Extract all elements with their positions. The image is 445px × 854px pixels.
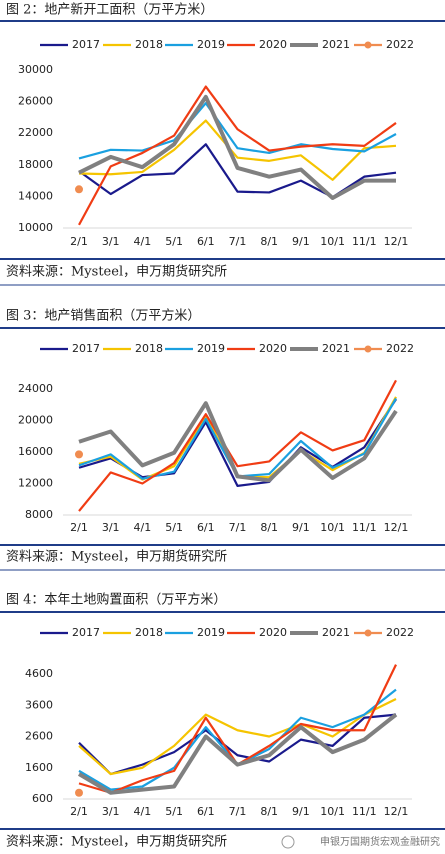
y-tick-label: 4600 (25, 667, 53, 680)
series-line (78, 102, 397, 160)
series-line (78, 688, 397, 791)
x-tick-label: 5/1 (165, 521, 183, 534)
legend-label: 2017 (72, 342, 100, 355)
y-tick-label: 2600 (25, 730, 53, 743)
x-tick-label: 12/1 (384, 521, 409, 534)
series-line (78, 713, 397, 776)
x-tick-label: 4/1 (134, 235, 152, 248)
legend-label: 2020 (259, 626, 287, 639)
x-tick-label: 11/1 (352, 805, 377, 818)
source-note: 资料来源：Mysteel，申万期货研究所 (6, 549, 227, 565)
legend-label: 2018 (135, 38, 163, 51)
watermark-icon (281, 835, 295, 849)
data-point (75, 450, 83, 459)
data-point (75, 185, 83, 194)
x-tick-label: 2/1 (70, 521, 88, 534)
x-tick-label: 3/1 (102, 805, 120, 818)
x-tick-label: 3/1 (102, 521, 120, 534)
x-tick-label: 10/1 (320, 235, 345, 248)
legend-label: 2022 (386, 342, 414, 355)
y-tick-label: 20000 (18, 414, 53, 427)
y-tick-label: 3600 (25, 698, 53, 711)
x-tick-label: 6/1 (197, 805, 215, 818)
legend-label: 2019 (197, 342, 225, 355)
x-tick-label: 6/1 (197, 235, 215, 248)
series-line (78, 379, 397, 512)
series-line (78, 94, 396, 200)
source-note: 资料来源：Mysteel，申万期货研究所 (6, 264, 227, 280)
x-tick-label: 9/1 (292, 235, 310, 248)
x-tick-label: 8/1 (260, 521, 278, 534)
x-tick-label: 7/1 (229, 235, 247, 248)
x-tick-label: 9/1 (292, 805, 310, 818)
x-tick-label: 12/1 (384, 805, 409, 818)
y-tick-label: 24000 (18, 382, 53, 395)
x-tick-label: 12/1 (384, 235, 409, 248)
x-tick-label: 5/1 (165, 805, 183, 818)
series-line (78, 85, 397, 226)
y-tick-label: 22000 (18, 126, 53, 139)
legend-label: 2021 (322, 342, 350, 355)
data-point (75, 788, 83, 797)
y-tick-label: 8000 (25, 508, 53, 521)
source-note: 资料来源：Mysteel，申万期货研究所 (6, 834, 227, 850)
legend-label: 2018 (135, 342, 163, 355)
legend-marker (364, 41, 372, 49)
legend-label: 2021 (322, 626, 350, 639)
x-tick-label: 8/1 (260, 805, 278, 818)
y-tick-label: 26000 (18, 95, 53, 108)
x-tick-label: 4/1 (134, 521, 152, 534)
series-line (78, 401, 398, 483)
x-tick-label: 10/1 (320, 521, 345, 534)
legend-label: 2017 (72, 626, 100, 639)
legend-label: 2022 (386, 38, 414, 51)
y-tick-label: 10000 (18, 221, 53, 234)
figure-title: 图 3：地产销售面积（万平方米） (6, 308, 200, 324)
x-tick-label: 4/1 (134, 805, 152, 818)
x-tick-label: 2/1 (70, 805, 88, 818)
series-line (78, 119, 397, 181)
legend-marker (364, 629, 372, 637)
x-tick-label: 10/1 (320, 805, 345, 818)
legend-label: 2019 (197, 626, 225, 639)
y-tick-label: 18000 (18, 158, 53, 171)
series-line (78, 664, 397, 794)
x-tick-label: 2/1 (70, 235, 88, 248)
x-tick-label: 5/1 (165, 235, 183, 248)
x-tick-label: 7/1 (229, 805, 247, 818)
y-tick-label: 1600 (25, 761, 53, 774)
series-line (77, 713, 398, 795)
y-tick-label: 30000 (18, 63, 53, 76)
legend-label: 2020 (259, 342, 287, 355)
x-tick-label: 8/1 (260, 235, 278, 248)
x-tick-label: 9/1 (292, 521, 310, 534)
legend-label: 2020 (259, 38, 287, 51)
x-tick-label: 11/1 (352, 521, 377, 534)
figure-title: 图 4：本年土地购置面积（万平方米） (6, 592, 226, 608)
y-tick-label: 16000 (18, 445, 53, 458)
legend-label: 2017 (72, 38, 100, 51)
legend-label: 2019 (197, 38, 225, 51)
legend-label: 2018 (135, 626, 163, 639)
legend-marker (364, 345, 372, 353)
legend-label: 2022 (386, 626, 414, 639)
x-tick-label: 7/1 (229, 521, 247, 534)
y-tick-label: 14000 (18, 189, 53, 202)
x-tick-label: 6/1 (197, 521, 215, 534)
watermark: 申银万国期货宏观金融研究 (320, 835, 440, 848)
figure-title: 图 2：地产新开工面积（万平方米） (6, 2, 213, 18)
x-tick-label: 3/1 (102, 235, 120, 248)
y-tick-label: 600 (32, 792, 53, 805)
y-tick-label: 12000 (18, 477, 53, 490)
legend-label: 2021 (322, 38, 350, 51)
x-tick-label: 11/1 (352, 235, 377, 248)
